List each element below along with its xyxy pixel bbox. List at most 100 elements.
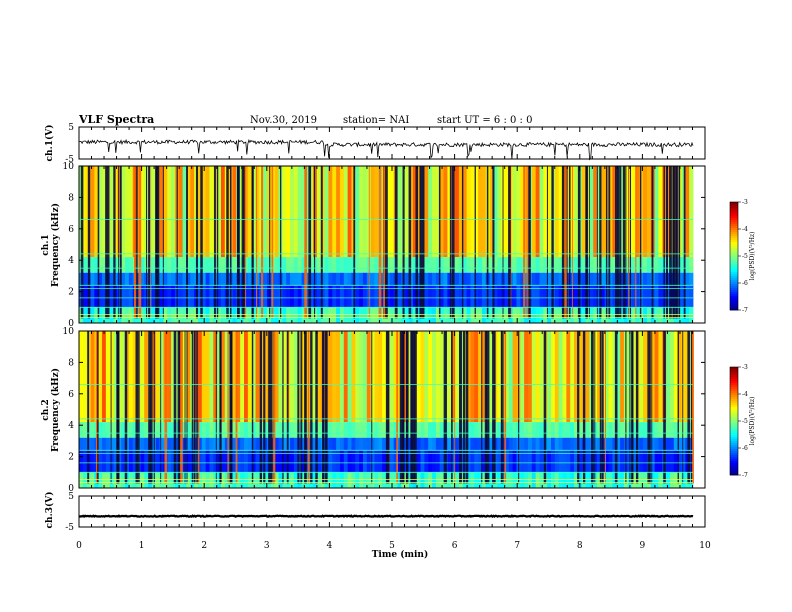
spectrogram-cell — [685, 257, 690, 273]
spectrogram-cell — [278, 472, 283, 488]
colorbar-swatch — [730, 210, 738, 213]
spectrogram-cell — [343, 472, 349, 488]
spectrogram-cell — [658, 257, 663, 273]
spectrogram-cell — [574, 257, 579, 273]
spectrogram-cell — [98, 307, 103, 323]
spectrogram-cell — [309, 166, 314, 258]
spectrogram-cell — [547, 166, 552, 258]
spectrogram-cell — [194, 472, 199, 488]
spectrogram-cell — [190, 307, 195, 323]
spectrogram-cell — [378, 437, 383, 451]
spectrogram-cell — [458, 166, 464, 258]
y-tick-label: 5 — [68, 492, 74, 502]
sferic-line — [462, 331, 466, 484]
sferic-line — [314, 166, 316, 319]
spectrogram-cell — [412, 257, 418, 273]
spectrogram-cell — [416, 437, 421, 451]
spectrogram-cell — [82, 257, 88, 273]
spectrogram-cell — [489, 307, 494, 323]
spectrogram-cell — [159, 472, 164, 488]
sferic-line — [526, 166, 528, 319]
spectrogram-cell — [643, 307, 648, 323]
spectrogram-cell — [232, 437, 237, 451]
spectrogram-cell — [666, 285, 671, 308]
figure-date: Nov.30, 2019 — [250, 115, 317, 126]
spectrogram-cell — [635, 272, 640, 286]
y-tick-label: 8 — [68, 193, 74, 203]
spectrogram-cell — [497, 285, 502, 308]
colorbar-swatch — [730, 429, 738, 432]
spectrogram-cell — [432, 257, 437, 273]
spectrogram-cell — [677, 437, 682, 451]
sferic-line — [582, 331, 585, 484]
spectrogram-cell — [658, 285, 663, 308]
sferic-line — [134, 166, 137, 319]
spectrogram-cell — [562, 450, 567, 473]
spectrogram-cell — [213, 437, 218, 451]
spectrogram-cell — [336, 285, 341, 308]
spectrogram-cell — [604, 422, 609, 438]
spectrogram-cell — [424, 307, 429, 323]
spectrogram-cell — [194, 437, 199, 451]
spectrogram-cell — [197, 437, 203, 451]
sferic-line — [601, 331, 604, 484]
spectrogram-cell — [424, 331, 429, 423]
x-tick-label: 10 — [699, 541, 711, 551]
sferic-line — [584, 331, 586, 484]
spectrogram-cell — [155, 450, 160, 473]
spectrogram-cell — [612, 257, 617, 273]
spectrogram-cell — [140, 331, 145, 423]
spectrogram-cell — [209, 450, 214, 473]
spectrogram-cell — [290, 285, 295, 308]
spectrogram-cell — [643, 272, 648, 286]
spectrogram-cell — [654, 437, 659, 451]
spectrogram-cell — [539, 450, 544, 473]
spectrogram-cell — [658, 166, 663, 258]
sferic-line — [113, 166, 116, 319]
spectrogram-cell — [669, 307, 675, 323]
spectrogram-cell — [439, 307, 444, 323]
spectrogram-cell — [301, 422, 306, 438]
sferic-line — [110, 331, 112, 484]
sferic-line — [227, 331, 229, 484]
spectrogram-cell — [151, 166, 157, 258]
spectrogram-cell — [420, 472, 425, 488]
spectrogram-cell — [370, 331, 375, 423]
colorbar-swatch — [730, 423, 738, 426]
spectrogram-cell — [512, 272, 517, 286]
sferic-line — [683, 166, 686, 319]
spectrogram-cell — [466, 257, 471, 273]
spectrogram-cell — [631, 437, 636, 451]
spectrogram-cell — [397, 307, 402, 323]
spectrogram-cell — [416, 285, 421, 308]
spectrogram-cell — [232, 307, 237, 323]
sferic-line — [451, 166, 455, 319]
ch2-frequency-ylabel-line1: ch.2 — [41, 399, 51, 420]
spectrogram-cell — [585, 450, 590, 473]
spectrogram-cell — [163, 257, 168, 273]
spectrogram-cell — [470, 450, 475, 473]
spectrogram-cell — [309, 307, 314, 323]
spectrogram-cell — [247, 331, 253, 423]
spectrogram-cell — [105, 437, 111, 451]
colorbar-swatch — [730, 296, 738, 299]
spectrogram-cell — [539, 307, 544, 323]
spectrogram-cell — [194, 422, 199, 438]
spectrogram-cell — [643, 450, 648, 473]
spectrogram-cell — [443, 166, 448, 258]
spectrogram-cell — [82, 331, 88, 423]
sferic-line — [666, 166, 668, 319]
spectrogram-cell — [677, 450, 682, 473]
spectrogram-cell — [382, 422, 387, 438]
spectrogram-cell — [159, 272, 164, 286]
spectrogram-cell — [351, 450, 356, 473]
spectrogram-cell — [351, 331, 356, 423]
spectrogram-cell — [593, 285, 598, 308]
spectrogram-cell — [105, 331, 111, 423]
spectrogram-cell — [412, 285, 418, 308]
colorbar-swatch — [730, 407, 738, 410]
spectrogram-cell — [585, 422, 590, 438]
spectrogram-cell — [374, 450, 379, 473]
spectrogram-cell — [362, 257, 368, 273]
colorbar-swatch — [730, 266, 738, 269]
